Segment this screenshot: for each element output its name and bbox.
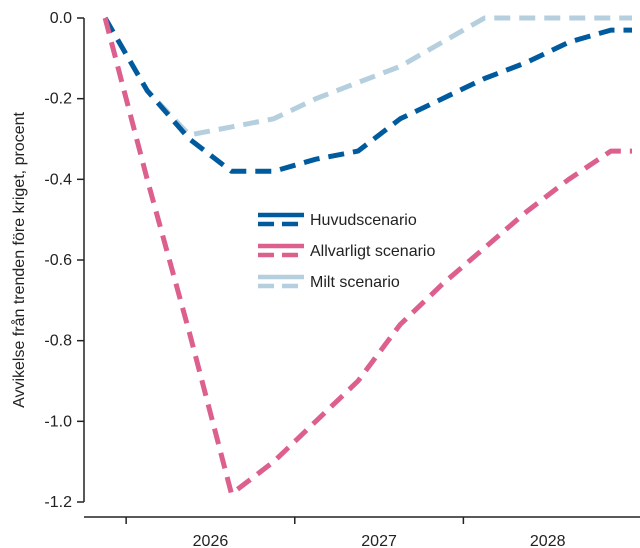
y-tick-label: -1.2 <box>44 494 72 511</box>
y-axis-title: Avvikelse från trenden före kriget, proc… <box>10 112 28 408</box>
series-line-2 <box>102 15 632 138</box>
legend-label: Milt scenario <box>310 274 400 291</box>
y-tick-label: -0.4 <box>44 171 72 188</box>
x-axis-ticks: 2026 2027 2028 <box>125 517 566 548</box>
series-group <box>102 15 632 497</box>
x-tick-label: 2028 <box>530 533 566 548</box>
x-tick-label: 2026 <box>193 533 229 548</box>
y-tick-label: -0.2 <box>44 91 72 108</box>
series-line-1 <box>102 17 632 497</box>
legend: Huvudscenario Allvarligt scenario Milt sce… <box>258 212 435 291</box>
y-tick-label: -0.6 <box>44 252 72 269</box>
y-tick-label: -0.8 <box>44 333 72 350</box>
y-tick-label: 0.0 <box>50 10 72 27</box>
y-axis-ticks: 0.0 -0.2 -0.4 -0.6 -0.8 -1.0 -1.2 <box>44 10 84 511</box>
legend-label: Allvarligt scenario <box>310 243 435 260</box>
axes: 0.0 -0.2 -0.4 -0.6 -0.8 -1.0 -1.2 2026 2027 2028 <box>44 10 640 548</box>
legend-label: Huvudscenario <box>310 212 417 229</box>
series-line-0 <box>102 16 632 174</box>
y-tick-label: -1.0 <box>44 413 72 430</box>
x-tick-label: 2027 <box>361 533 397 548</box>
